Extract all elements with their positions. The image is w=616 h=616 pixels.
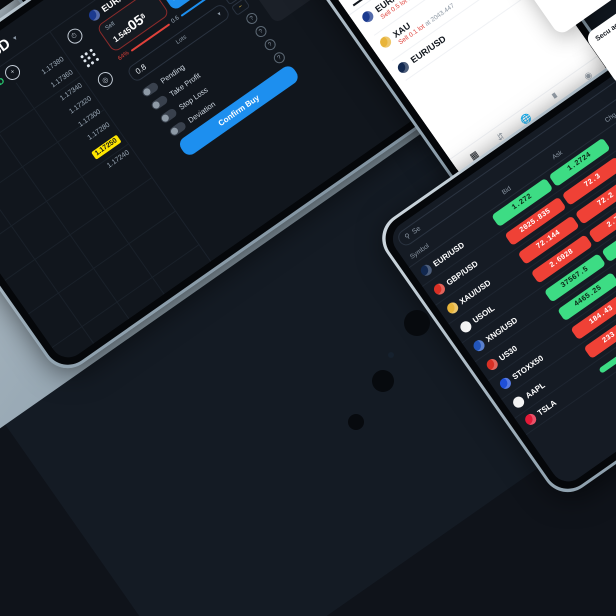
- sell-percent: 64%: [117, 50, 131, 63]
- gold-icon: [444, 299, 461, 316]
- toggle-deviation[interactable]: [168, 120, 188, 138]
- tesla-icon: [523, 411, 539, 428]
- spread-value: 0.6: [170, 15, 181, 25]
- tablet-camera: [404, 310, 430, 336]
- info-icon[interactable]: ?: [253, 23, 269, 40]
- search-placeholder: Se: [410, 224, 422, 236]
- uk-flag-icon: [431, 281, 447, 297]
- eu-index-icon: [497, 375, 513, 391]
- eu-flag-icon: [86, 7, 103, 23]
- gas-icon: [471, 337, 487, 353]
- oil-icon: [457, 318, 474, 335]
- info-icon[interactable]: ?: [262, 36, 278, 53]
- positions-list: EUR/GBP Sell 0.5 lot at 0.85800 +241.42 …: [349, 0, 546, 86]
- symbol-label: TSLA: [535, 398, 559, 418]
- chevron-down-icon: ▾: [216, 10, 223, 18]
- dots-grid-icon[interactable]: [79, 48, 100, 68]
- tab-label: Open: [346, 0, 367, 2]
- toggle-stop-loss[interactable]: [159, 107, 179, 125]
- toggle-take-profit[interactable]: [149, 94, 169, 112]
- apple-icon: [510, 394, 526, 410]
- position-values: +0.41 USD: [498, 0, 533, 2]
- lot-value: 0.8: [133, 61, 148, 76]
- position-at: at: [406, 0, 414, 2]
- target-icon[interactable]: ◎: [94, 69, 116, 91]
- chevron-down-icon[interactable]: ▾: [11, 34, 19, 43]
- symbol-label: US30: [497, 343, 519, 363]
- search-icon: ⚲: [403, 232, 412, 242]
- gold-icon: [377, 34, 394, 50]
- tablet-sensor: [388, 352, 394, 358]
- us-flag-icon: [484, 356, 500, 372]
- buy-price: 1.545058: [166, 0, 219, 3]
- toggle-pending[interactable]: [140, 81, 160, 99]
- eu-flag-icon: [395, 59, 412, 76]
- timer-icon[interactable]: ⏱: [64, 25, 85, 47]
- info-icon[interactable]: ?: [271, 50, 288, 66]
- position-pl: +0.41 USD: [498, 0, 533, 2]
- tablet-camera-3: [348, 414, 364, 430]
- info-icon[interactable]: ?: [244, 10, 260, 27]
- tablet-camera-2: [372, 370, 394, 392]
- lot-label: Lots: [175, 34, 188, 46]
- buy-lead: 1.545: [169, 0, 191, 2]
- uk-flag-icon: [360, 9, 376, 25]
- symbol-label: AAPL: [523, 380, 547, 401]
- eu-flag-icon: [418, 262, 434, 278]
